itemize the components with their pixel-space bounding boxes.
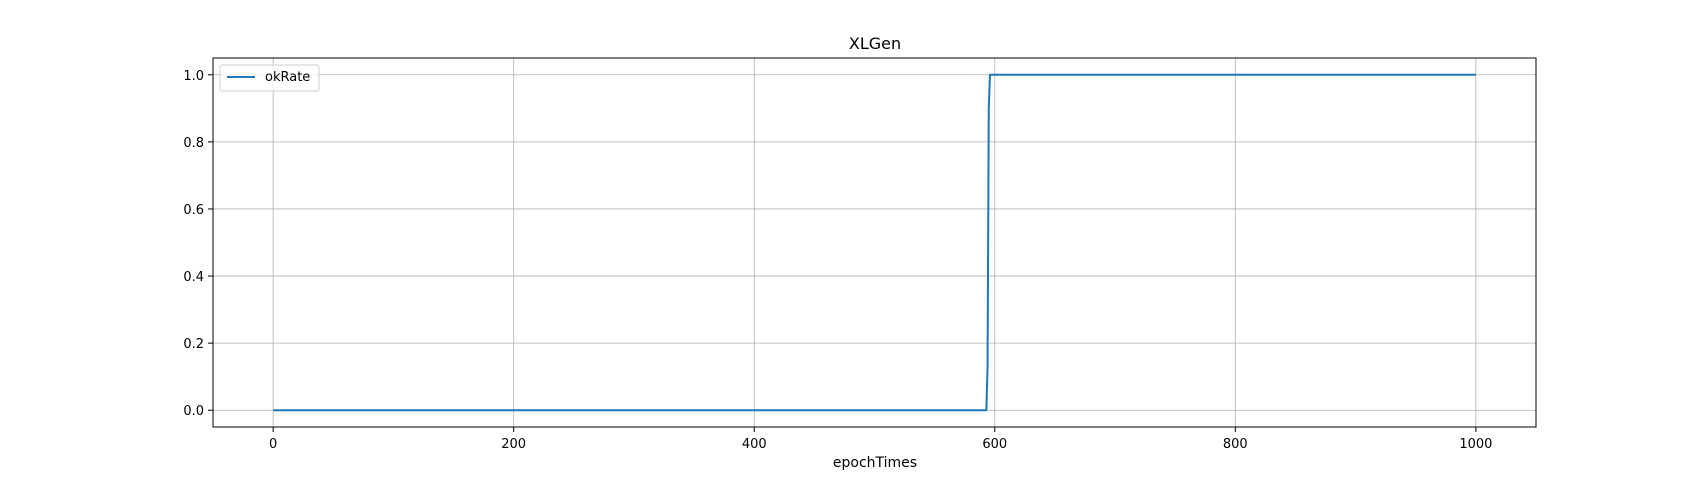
plot-frame bbox=[212, 57, 1537, 428]
x-tick-label: 0 bbox=[269, 437, 277, 452]
x-axis-label: epochTimes bbox=[833, 455, 917, 471]
series-line-okrate bbox=[273, 73, 1476, 412]
y-tick-label: 0.6 bbox=[183, 203, 204, 218]
x-tick-label: 200 bbox=[501, 437, 526, 452]
x-tick-label: 800 bbox=[1223, 437, 1248, 452]
grid bbox=[213, 58, 1536, 427]
x-tick-label: 400 bbox=[742, 437, 767, 452]
y-tick-label: 1.0 bbox=[183, 69, 204, 84]
y-tick-label: 0.4 bbox=[183, 270, 204, 285]
x-axis-ticks: 0 200 400 600 800 1000 bbox=[269, 427, 1492, 452]
y-tick-label: 0.0 bbox=[183, 404, 204, 419]
legend-box bbox=[219, 64, 320, 92]
x-tick-label: 1000 bbox=[1459, 437, 1492, 452]
y-tick-label: 0.8 bbox=[183, 136, 204, 151]
legend-label-okrate: okRate bbox=[265, 70, 310, 85]
legend: okRate bbox=[219, 64, 320, 92]
series-layer bbox=[273, 73, 1476, 412]
x-tick-label: 600 bbox=[982, 437, 1007, 452]
y-axis-ticks: 0.0 0.2 0.4 0.6 0.8 1.0 bbox=[183, 69, 213, 419]
chart-title: XLGen bbox=[849, 34, 901, 53]
y-tick-label: 0.2 bbox=[183, 337, 204, 352]
